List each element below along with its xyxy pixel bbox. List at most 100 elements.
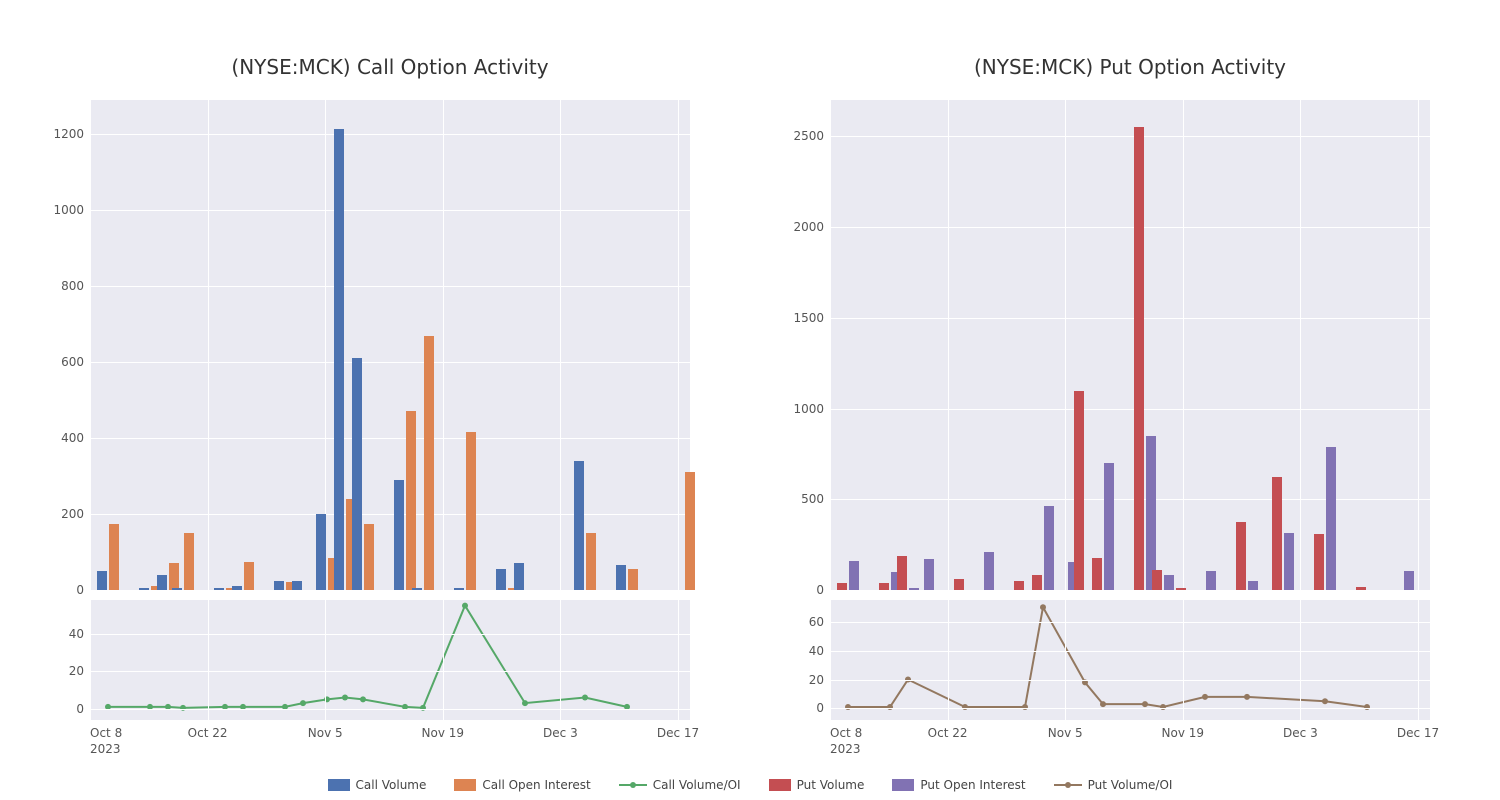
bar — [616, 565, 626, 590]
xtick: Dec 3 — [543, 720, 578, 740]
legend-label: Put Volume/OI — [1088, 778, 1173, 792]
legend-swatch — [454, 779, 476, 791]
bar — [924, 559, 934, 590]
bar — [1284, 533, 1294, 590]
figure: (NYSE:MCK) Call Option Activity 02004006… — [0, 0, 1500, 800]
bar — [352, 358, 362, 590]
xtick: Oct 22 — [188, 720, 228, 740]
legend-swatch — [328, 779, 350, 791]
ytick: 40 — [809, 644, 830, 658]
bar — [466, 432, 476, 590]
bar — [685, 472, 695, 590]
ytick: 2000 — [793, 220, 830, 234]
bar — [1356, 587, 1366, 590]
bar — [316, 514, 326, 590]
put-ratio-chart: 0204060Oct 8Oct 22Nov 5Nov 19Dec 3Dec 17… — [830, 600, 1430, 720]
legend-swatch — [769, 779, 791, 791]
bar — [837, 583, 847, 590]
bar — [586, 533, 596, 590]
bar — [1326, 447, 1336, 590]
xtick: Dec 3 — [1283, 720, 1318, 740]
ytick: 800 — [61, 279, 90, 293]
ytick: 40 — [69, 627, 90, 641]
bar — [364, 524, 374, 590]
xtick: Nov 19 — [1162, 720, 1205, 740]
ytick: 400 — [61, 431, 90, 445]
call-ratio-line — [90, 600, 690, 720]
bar — [184, 533, 194, 590]
legend-item: Put Open Interest — [892, 778, 1025, 792]
bar — [514, 563, 524, 590]
ytick: 1200 — [53, 127, 90, 141]
ytick: 0 — [816, 701, 830, 715]
bar — [172, 588, 182, 590]
bar — [1404, 571, 1414, 590]
bar — [109, 524, 119, 590]
ytick: 20 — [809, 673, 830, 687]
bar — [412, 588, 422, 590]
bar — [1152, 570, 1162, 590]
legend-item: Put Volume/OI — [1054, 778, 1173, 792]
bar — [424, 336, 434, 590]
bar — [1146, 436, 1156, 590]
bar — [984, 552, 994, 590]
call-ratio-chart: 02040Oct 8Oct 22Nov 5Nov 19Dec 3Dec 1720… — [90, 600, 690, 720]
bar — [169, 563, 179, 590]
put-title: (NYSE:MCK) Put Option Activity — [830, 55, 1430, 79]
call-title: (NYSE:MCK) Call Option Activity — [90, 55, 690, 79]
bar — [334, 129, 344, 591]
put-panel: (NYSE:MCK) Put Option Activity 050010001… — [830, 0, 1430, 800]
bar — [157, 575, 167, 590]
xtick: Dec 17 — [1397, 720, 1439, 740]
bar — [496, 569, 506, 590]
x-sublabel: 2023 — [830, 720, 861, 756]
legend-item: Call Open Interest — [454, 778, 590, 792]
bar — [954, 579, 964, 590]
xtick: Nov 5 — [1048, 720, 1083, 740]
bar — [274, 581, 284, 590]
xtick: Oct 22 — [928, 720, 968, 740]
ytick: 200 — [61, 507, 90, 521]
bar — [1206, 571, 1216, 590]
legend-line-swatch — [619, 779, 647, 791]
bar — [1134, 127, 1144, 590]
legend-label: Put Open Interest — [920, 778, 1025, 792]
bar — [1092, 558, 1102, 590]
bar — [1248, 581, 1258, 590]
ytick: 0 — [76, 583, 90, 597]
bar — [394, 480, 404, 590]
bar — [1176, 588, 1186, 590]
bar — [232, 586, 242, 590]
bar — [1164, 575, 1174, 590]
call-bar-chart: 020040060080010001200 — [90, 100, 690, 590]
bar — [97, 571, 107, 590]
ytick: 500 — [801, 492, 830, 506]
bar — [454, 588, 464, 590]
bar — [214, 588, 224, 590]
legend-swatch — [892, 779, 914, 791]
ytick: 1000 — [793, 402, 830, 416]
ytick: 1500 — [793, 311, 830, 325]
legend-line-swatch — [1054, 779, 1082, 791]
bar — [292, 581, 302, 590]
bar — [879, 583, 889, 590]
legend-label: Call Volume/OI — [653, 778, 741, 792]
bar — [406, 411, 416, 590]
ytick: 60 — [809, 615, 830, 629]
ytick: 20 — [69, 664, 90, 678]
bar — [1236, 522, 1246, 590]
legend-label: Put Volume — [797, 778, 865, 792]
legend-item: Call Volume/OI — [619, 778, 741, 792]
bar — [574, 461, 584, 590]
bar — [897, 556, 907, 590]
bar — [849, 561, 859, 590]
xtick: Nov 19 — [422, 720, 465, 740]
legend-label: Call Volume — [356, 778, 427, 792]
bar — [1044, 506, 1054, 590]
bar — [1032, 575, 1042, 590]
legend-label: Call Open Interest — [482, 778, 590, 792]
put-bar-chart: 05001000150020002500 — [830, 100, 1430, 590]
bar — [909, 588, 919, 590]
ytick: 0 — [76, 702, 90, 716]
put-ratio-line — [830, 600, 1430, 720]
